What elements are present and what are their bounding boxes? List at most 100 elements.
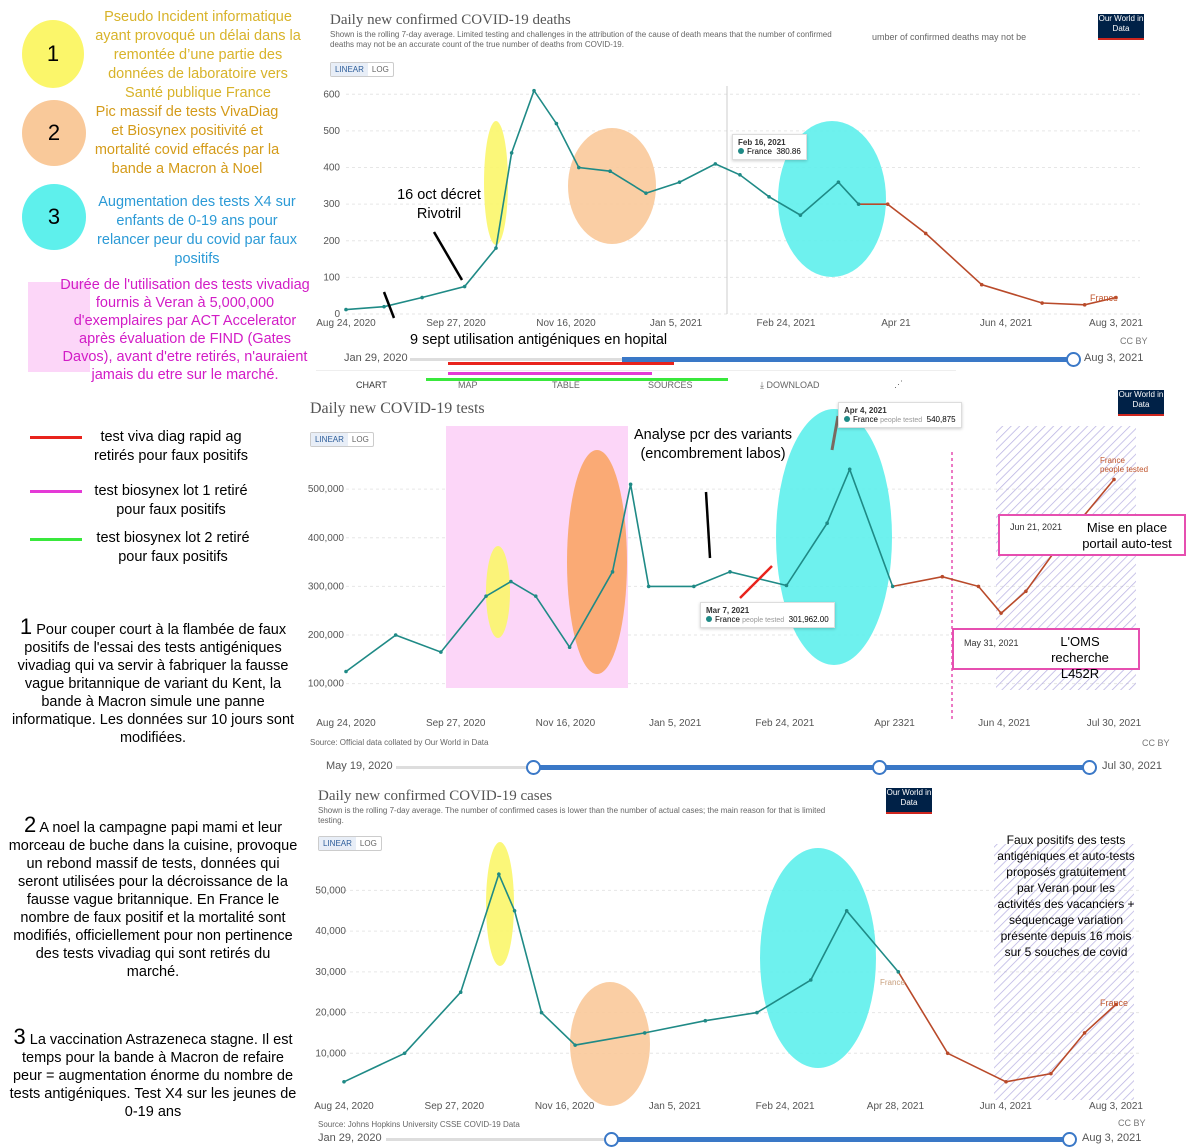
- tab-map[interactable]: MAP: [458, 380, 478, 390]
- y-tick-label: 20,000: [315, 1008, 346, 1019]
- x-tick-label: Aug 3, 2021: [1089, 318, 1143, 329]
- x-tick-label: Jun 4, 2021: [980, 1101, 1033, 1112]
- tests-scrub-range[interactable]: [532, 765, 1088, 770]
- tests-tooltip-mar-label: France: [715, 615, 740, 624]
- data-point: [509, 151, 514, 155]
- data-point: [382, 304, 386, 309]
- tests-source: Source: Official data collated by Our Wo…: [310, 738, 489, 747]
- cases-source: Source: Johns Hopkins University CSSE CO…: [318, 1120, 520, 1129]
- data-point: [755, 1010, 759, 1015]
- tab-sources[interactable]: SOURCES: [648, 380, 693, 390]
- scrub-handle-left[interactable]: [604, 1132, 619, 1147]
- linear-button[interactable]: LINEAR: [311, 433, 348, 446]
- deaths-scrub-end: Aug 3, 2021: [1084, 352, 1144, 364]
- data-point: [512, 908, 517, 913]
- legend-line-magenta-text: test biosynex lot 1 retiré pour faux pos…: [94, 483, 248, 518]
- legend-bubble-1: 1: [22, 20, 84, 88]
- tab-table[interactable]: TABLE: [552, 380, 580, 390]
- deaths-cc: CC BY: [1120, 336, 1148, 346]
- legend-text-3: Augmentation des tests X4 sur enfants de…: [97, 194, 297, 267]
- legend-line-red-text: test viva diag rapid ag retirés pour fau…: [94, 429, 248, 464]
- legend-bubble-1-num: 1: [46, 41, 60, 66]
- tests-chart-svg: 100,000 200,000 300,000 400,000 500,000 Aug 2…: [308, 409, 1142, 729]
- download-button[interactable]: ⤓ DOWNLOAD: [760, 380, 820, 390]
- cases-scale-toggle[interactable]: LINEAR LOG: [318, 836, 382, 851]
- x-tick-label: Jul 30, 2021: [1087, 718, 1142, 729]
- cases-scrub-range[interactable]: [610, 1137, 1068, 1142]
- data-point: [644, 191, 648, 195]
- linear-button[interactable]: LINEAR: [319, 837, 356, 850]
- data-point: [677, 180, 682, 184]
- data-point: [646, 584, 651, 589]
- legend-line-green: [30, 538, 82, 541]
- annotation-pcr: Analyse pcr des variants (encombrement l…: [634, 427, 792, 462]
- scrub-handle-mid[interactable]: [872, 760, 887, 775]
- x-tick-label: Apr 2321: [874, 718, 915, 729]
- deaths-chart-subtitle-overflow: umber of confirmed deaths may not be: [872, 32, 1027, 42]
- series-mid-label: France: [880, 978, 905, 987]
- deaths-scale-toggle[interactable]: LINEAR LOG: [330, 62, 394, 77]
- paragraph-2-num: 2: [23, 812, 37, 837]
- data-point: [462, 284, 467, 289]
- scrub-handle-left[interactable]: [526, 760, 541, 775]
- tests-tooltip-apr-label: France: [853, 415, 878, 424]
- data-point: [890, 584, 895, 589]
- y-tick-label: 600: [323, 89, 340, 100]
- legend-bubble-2-num: 2: [47, 120, 61, 145]
- y-tick-label: 100,000: [308, 679, 345, 690]
- box-autotest-date: Jun 21, 2021: [1010, 522, 1063, 532]
- data-point: [1114, 1002, 1118, 1007]
- data-point: [497, 872, 501, 876]
- x-tick-label: Feb 24, 2021: [755, 718, 814, 729]
- tests-scale-toggle[interactable]: LINEAR LOG: [310, 432, 374, 447]
- series-line-france-recent: [897, 971, 1117, 1083]
- cases-chart-subtitle: Shown is the rolling 7-day average. The …: [318, 806, 826, 825]
- paragraph-3-num: 3: [13, 1024, 26, 1049]
- tests-end-label: France people tested: [1100, 456, 1148, 474]
- x-tick-label: Nov 16, 2020: [536, 718, 596, 729]
- data-point: [825, 521, 829, 526]
- tests-end-sub: people tested: [1100, 465, 1149, 474]
- legend-bubble-2: 2: [22, 100, 86, 166]
- data-point: [533, 594, 538, 598]
- scrub-handle-right[interactable]: [1082, 760, 1097, 775]
- data-point: [713, 162, 718, 166]
- x-tick-label: Feb 24, 2021: [756, 1101, 815, 1112]
- tests-tooltip-apr-sub: people tested: [880, 417, 923, 424]
- tests-tooltip-mar-value: 301,962.00: [788, 615, 829, 624]
- x-tick-label: Apr 28, 2021: [867, 1101, 925, 1112]
- data-point: [567, 645, 572, 650]
- x-tick-label: Sep 27, 2020: [425, 1101, 485, 1112]
- box-autotest: Jun 21, 2021 Mise en place portail auto-…: [998, 514, 1186, 556]
- deaths-scrub-range[interactable]: [622, 357, 1070, 362]
- x-tick-label: Aug 24, 2020: [314, 1101, 374, 1112]
- data-point: [393, 633, 398, 637]
- cases-scrub-start: Jan 29, 2020: [318, 1132, 382, 1144]
- scrub-handle-right[interactable]: [1066, 352, 1081, 367]
- data-point: [896, 970, 901, 974]
- y-tick-label: 300,000: [308, 581, 345, 592]
- y-tick-label: 300: [323, 199, 340, 210]
- data-point: [923, 231, 928, 236]
- tests-scrub-end: Jul 30, 2021: [1102, 760, 1162, 772]
- x-tick-label: Sep 27, 2020: [426, 718, 486, 729]
- paragraph-1: 1 Pour couper court à la flambée de faux…: [8, 616, 298, 747]
- box-oms-text: L'OMS recherche L452R: [1051, 634, 1109, 681]
- log-button[interactable]: LOG: [371, 65, 389, 74]
- data-point: [484, 594, 488, 598]
- scrub-handle-right[interactable]: [1062, 1132, 1077, 1147]
- deaths-chart-title: Daily new confirmed COVID-19 deaths: [330, 12, 571, 28]
- log-button[interactable]: LOG: [359, 839, 377, 848]
- annotation-rivotril: 16 oct décret Rivotril: [397, 187, 481, 222]
- x-tick-label: Jun 4, 2021: [980, 318, 1033, 329]
- linear-button[interactable]: LINEAR: [331, 63, 368, 76]
- share-icon[interactable]: ⋰: [894, 379, 903, 389]
- log-button[interactable]: LOG: [351, 435, 369, 444]
- x-tick-label: Sep 27, 2020: [426, 318, 486, 329]
- y-tick-label: 200: [323, 236, 340, 247]
- removed-line-red: [448, 362, 674, 365]
- tests-tooltip-apr-value: 540,875: [926, 415, 956, 424]
- data-point: [439, 650, 443, 654]
- deaths-tooltip-date: Feb 16, 2021: [738, 138, 786, 147]
- data-point: [628, 482, 633, 487]
